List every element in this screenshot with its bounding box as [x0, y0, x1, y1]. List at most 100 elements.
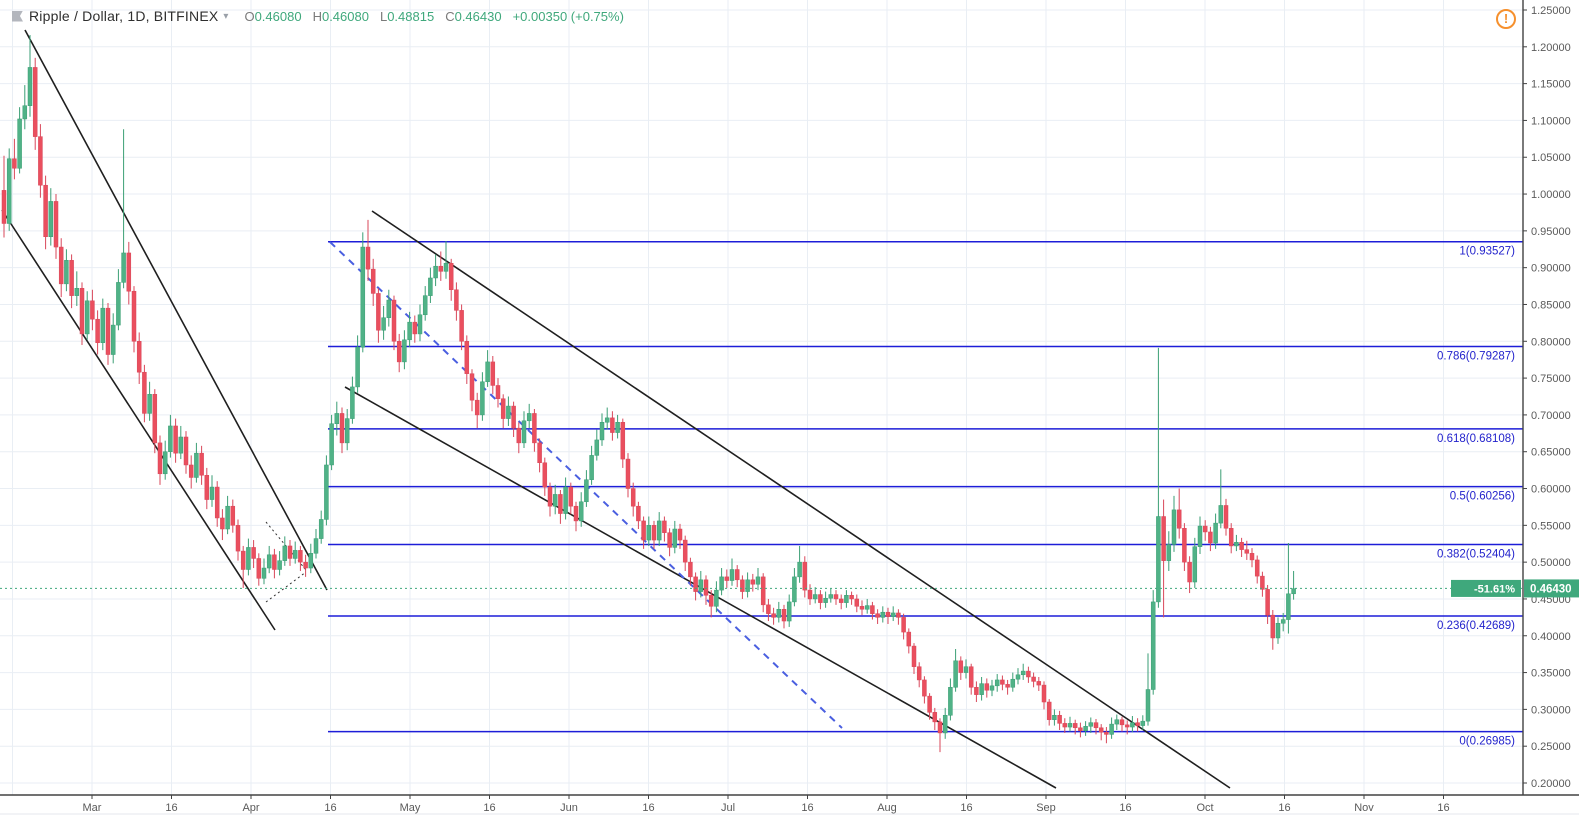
change-badge[interactable] [1451, 579, 1521, 597]
price-tick-label: 0.75000 [1531, 373, 1571, 385]
current-price-label-box[interactable] [1524, 579, 1579, 598]
price-tick-label: 1.15000 [1531, 79, 1571, 91]
current-price-label: 0.46430 [1530, 583, 1572, 595]
candle-body [693, 576, 698, 592]
candle-body [771, 613, 776, 618]
candle-body [526, 413, 532, 422]
candle-body [235, 525, 241, 552]
candle-body [204, 475, 210, 500]
time-tick-label[interactable]: Oct [1196, 802, 1213, 814]
candle-body [844, 595, 849, 603]
time-tick-label[interactable]: Mar [83, 802, 102, 814]
candle-body [646, 525, 652, 541]
time-tick-label[interactable]: Nov [1354, 802, 1374, 814]
symbol-flag-icon[interactable] [12, 10, 23, 22]
trendline-feb-mar-channel-upper[interactable] [24, 29, 328, 591]
candle-body [854, 598, 860, 607]
candle-body [1062, 723, 1068, 728]
price-tick-label: 0.40000 [1531, 631, 1571, 643]
candle-body [1114, 719, 1120, 725]
candle-body [636, 505, 641, 522]
candle-body [209, 486, 215, 500]
data-problem-warning-icon[interactable]: ! [1496, 9, 1516, 29]
candle-body [963, 666, 969, 673]
time-tick-label[interactable]: 16 [1119, 802, 1131, 814]
candle-body [454, 289, 459, 311]
time-tick-label[interactable]: 16 [483, 802, 495, 814]
ohlc-readout: O0.46080 H0.46080 L0.48815 C0.46430 +0.0… [244, 9, 634, 24]
candle-body [188, 464, 194, 478]
time-tick-label[interactable]: Jul [721, 802, 735, 814]
candle-body [552, 494, 558, 507]
fib-label-0: 0(0.26985) [1459, 736, 1515, 748]
time-tick-label[interactable]: 16 [324, 802, 336, 814]
candle-body [911, 645, 917, 667]
candle-body [651, 525, 657, 541]
trendline-feb-mar-channel-lower[interactable] [1, 209, 276, 631]
candle-body [116, 282, 121, 326]
candle-body [490, 361, 496, 386]
candle-body [599, 422, 605, 441]
time-tick-label[interactable]: May [400, 802, 421, 814]
candle-body [953, 660, 958, 688]
time-tick-label[interactable]: 16 [165, 802, 177, 814]
time-tick-label[interactable]: 16 [960, 802, 972, 814]
candle-body [402, 339, 407, 363]
candle-body [1088, 722, 1094, 727]
candle-body [1, 190, 7, 224]
candle-body [308, 553, 314, 569]
trendline-may-sep-channel-upper[interactable] [371, 210, 1231, 789]
price-tick-label: 0.20000 [1531, 778, 1571, 790]
candle-body [807, 589, 813, 600]
candle-body [22, 105, 28, 120]
candle-body [6, 158, 12, 224]
candle-body [1124, 724, 1130, 728]
time-tick-label[interactable]: Aug [877, 802, 897, 814]
price-tick-label: 1.25000 [1531, 5, 1571, 17]
chevron-down-icon[interactable]: ▾ [223, 10, 229, 22]
symbol-title[interactable]: Ripple / Dollar, 1D, BITFINEX [29, 8, 219, 24]
candle-body [542, 462, 548, 488]
candle-body [105, 307, 111, 355]
candle-body [870, 605, 875, 614]
candle-body [266, 554, 272, 569]
candle-body [1026, 670, 1031, 678]
dotted-wedge-line-1[interactable] [265, 571, 307, 603]
open-value: 0.46080 [254, 8, 302, 24]
candle-body [708, 595, 714, 607]
candle-body [630, 488, 636, 507]
time-tick-label[interactable]: Apr [242, 802, 259, 814]
candle-body [786, 601, 792, 622]
candle-body [1182, 528, 1187, 563]
candle-body [485, 361, 490, 383]
time-tick-label[interactable]: 16 [1278, 802, 1290, 814]
candle-body [740, 579, 745, 592]
candle-body [573, 505, 579, 522]
time-tick-label[interactable]: 16 [1437, 802, 1449, 814]
candle-body [100, 307, 106, 344]
candle-body [885, 611, 891, 617]
candle-body [1202, 525, 1208, 533]
time-tick-label[interactable]: 16 [642, 802, 654, 814]
candle-body [1275, 622, 1281, 639]
candle-body [1031, 676, 1036, 682]
candle-body [1228, 528, 1234, 547]
candle-body [32, 67, 38, 137]
candle-body [1072, 723, 1078, 729]
candle-body [1265, 589, 1270, 616]
time-tick-label[interactable]: 16 [801, 802, 813, 814]
symbol-legend: Ripple / Dollar, 1D, BITFINEX ▾ O0.46080… [12, 6, 635, 26]
time-tick-label[interactable]: Sep [1036, 802, 1056, 814]
time-tick-label[interactable]: Jun [560, 802, 578, 814]
candle-body [584, 479, 589, 503]
price-tick-label: 0.25000 [1531, 741, 1571, 753]
candle-body [1171, 509, 1177, 545]
candle-body [532, 413, 537, 444]
candle-body [1156, 516, 1161, 603]
change-badge-text: -51.61% [1474, 583, 1515, 595]
candle-body [474, 399, 480, 416]
candle-body [147, 394, 152, 414]
